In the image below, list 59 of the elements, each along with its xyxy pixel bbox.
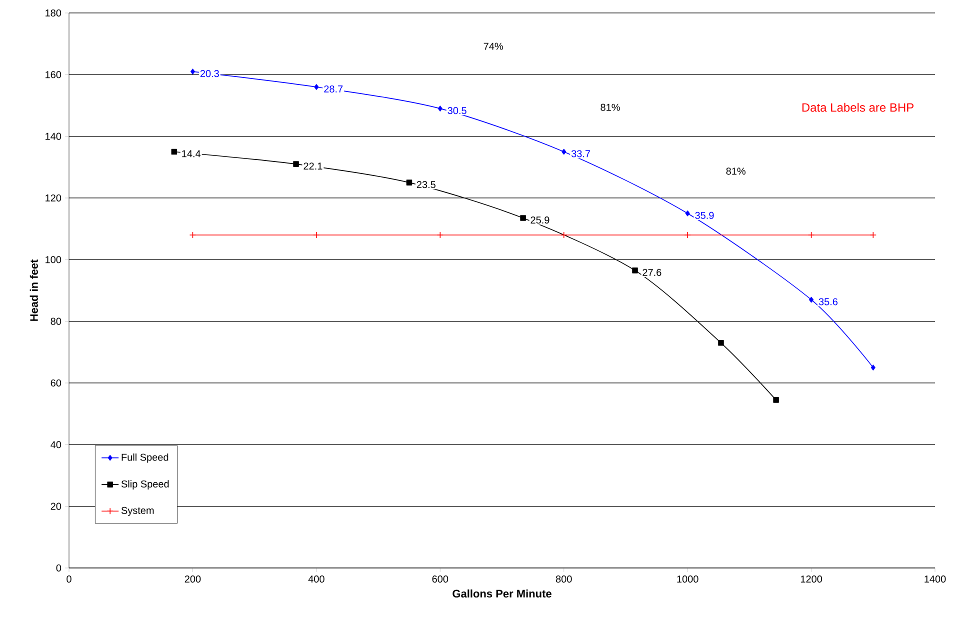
annotation: 23.5	[416, 181, 436, 188]
annotation: 14.4	[182, 150, 201, 158]
x-tick-label: 1400	[924, 576, 946, 583]
annotation: 25.9	[530, 216, 550, 224]
annotation: Data Labels are BHP	[802, 102, 914, 112]
y-tick-label: 180	[46, 9, 62, 17]
y-tick-label: 20	[50, 502, 62, 510]
point	[436, 232, 444, 238]
point	[560, 232, 568, 238]
y-tick-label: 100	[46, 256, 62, 264]
y-tick-label: 120	[46, 194, 62, 202]
annotation: 22.1	[304, 162, 322, 170]
y-tick-label: 60	[50, 379, 62, 387]
point	[684, 232, 691, 238]
point	[809, 296, 814, 303]
y-axis-title: Head in feet	[30, 259, 38, 321]
point	[189, 232, 196, 238]
x-tick-label: 0	[66, 576, 72, 583]
x-tick-label: 1200	[800, 576, 822, 583]
annotation: 81%	[726, 168, 746, 175]
annotation: 74%	[484, 42, 503, 50]
x-tick-label: 1000	[677, 576, 698, 583]
point	[171, 148, 178, 155]
annotation: 35.6	[818, 298, 838, 306]
x-tick-label: 600	[432, 576, 448, 583]
annotation: 30.5	[448, 107, 466, 114]
point	[870, 232, 877, 238]
y-tick-label: 140	[46, 132, 62, 140]
annotation: 20.3	[200, 70, 219, 78]
point	[520, 215, 526, 221]
point	[808, 232, 815, 238]
x-tick-label: 200	[184, 576, 201, 583]
point	[293, 161, 299, 167]
annotation: 27.6	[642, 268, 662, 276]
x-axis-title: Gallons Per Minute	[452, 589, 552, 598]
annotation: 33.7	[571, 150, 590, 158]
legend-label: System	[121, 506, 154, 516]
point	[718, 340, 724, 346]
annotation: 28.7	[324, 85, 343, 93]
point	[685, 210, 690, 216]
y-tick-label: 160	[46, 71, 62, 78]
point	[314, 84, 319, 90]
point	[190, 68, 195, 74]
point	[870, 364, 876, 370]
point	[313, 232, 320, 238]
y-tick-label: 40	[50, 441, 62, 448]
annotation: 81%	[600, 104, 620, 111]
x-tick-label: 800	[556, 576, 572, 583]
x-tick-label: 400	[308, 576, 324, 583]
legend-label: Slip Speed	[121, 480, 169, 490]
y-tick-label: 0	[56, 564, 62, 572]
point	[562, 148, 566, 155]
point	[406, 180, 412, 186]
point	[438, 106, 442, 112]
annotation: 35.9	[695, 212, 714, 219]
point	[632, 268, 638, 274]
y-tick-label: 80	[50, 318, 62, 325]
legend-label: Full Speed	[122, 453, 168, 463]
point	[773, 397, 779, 403]
